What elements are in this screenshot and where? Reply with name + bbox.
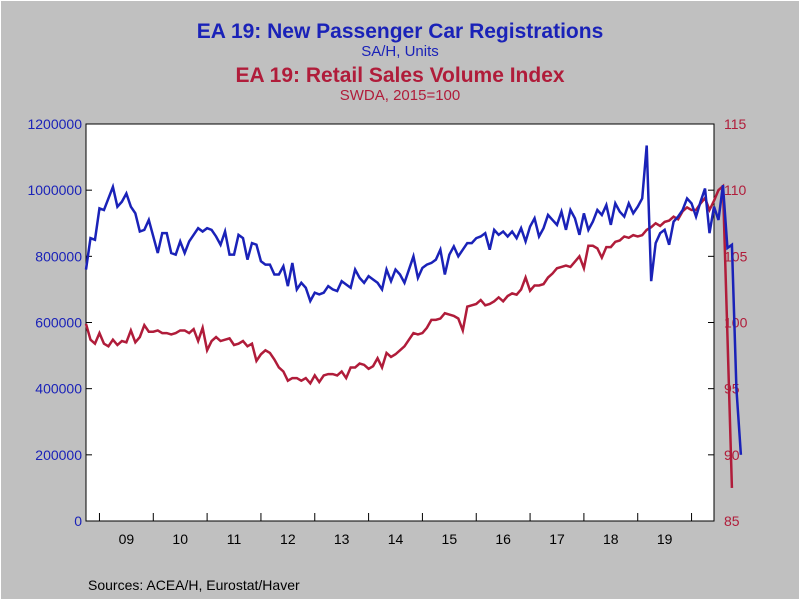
x-tick-label: 11 (227, 531, 242, 547)
car-registrations-series-line (84, 145, 743, 455)
left-tick-label: 200000 (35, 447, 82, 463)
retail-sales-series-line (84, 183, 734, 488)
left-tick-label: 600000 (35, 315, 82, 331)
right-tick-label: 105 (724, 248, 748, 264)
source-note: Sources: ACEA/H, Eurostat/Haver (88, 577, 300, 593)
x-tick-label: 09 (119, 531, 135, 547)
plot-area (85, 123, 715, 522)
left-tick-label: 400000 (35, 381, 82, 397)
x-tick-label: 16 (495, 531, 511, 547)
chart-subtitle-cars: SA/H, Units (361, 43, 439, 60)
left-tick-label: 1200000 (27, 116, 82, 132)
x-tick-label: 17 (549, 531, 565, 547)
x-tick-label: 13 (334, 531, 350, 547)
x-tick-label: 10 (172, 531, 188, 547)
x-tick-label: 19 (657, 531, 673, 547)
x-axis-ticks: 09 10 11 12 13 14 15 16 17 18 19 (98, 513, 693, 547)
right-tick-label: 110 (724, 182, 747, 198)
x-tick-label: 18 (603, 531, 619, 547)
right-tick-label: 100 (724, 315, 748, 331)
x-tick-label: 15 (442, 531, 458, 547)
right-tick-label: 85 (724, 513, 740, 529)
left-tick-label: 0 (74, 513, 82, 529)
right-tick-label: 115 (724, 116, 747, 132)
chart-title-retail: EA 19: Retail Sales Volume Index (235, 64, 565, 87)
chart-subtitle-retail: SWDA, 2015=100 (339, 87, 461, 104)
chart-title-cars: EA 19: New Passenger Car Registrations (196, 20, 604, 43)
left-tick-label: 1000000 (27, 182, 82, 198)
x-tick-label: 14 (388, 531, 404, 547)
left-axis-ticks: 0 200000 400000 600000 800000 1000000 1200000 (27, 116, 92, 529)
left-tick-label: 800000 (35, 248, 82, 264)
x-tick-label: 12 (280, 531, 296, 547)
